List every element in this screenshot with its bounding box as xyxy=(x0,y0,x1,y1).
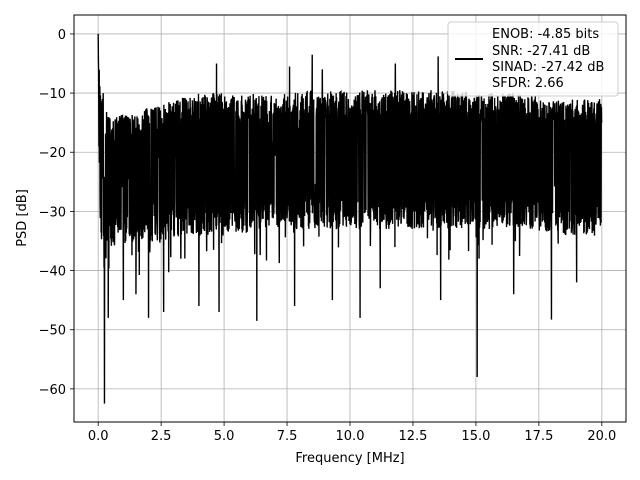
legend: ENOB: -4.85 bits SNR: -27.41 dB SINAD: -… xyxy=(447,21,619,97)
x-tick-label: 5.0 xyxy=(214,429,235,444)
legend-entry-enob: ENOB: -4.85 bits xyxy=(492,27,599,42)
y-axis-label: PSD [dB] xyxy=(15,189,30,247)
y-tick-label: 0 xyxy=(58,28,66,43)
x-tick-label: 2.5 xyxy=(151,429,172,444)
x-axis: 0.0 2.5 5.0 7.5 10.0 12.5 15.0 17.5 20.0 xyxy=(88,422,616,444)
x-axis-label: Frequency [MHz] xyxy=(295,451,404,466)
x-tick-label: 20.0 xyxy=(587,429,616,444)
y-tick-label: −60 xyxy=(39,383,66,398)
x-tick-label: 15.0 xyxy=(461,429,490,444)
x-tick-label: 17.5 xyxy=(524,429,553,444)
x-tick-label: 10.0 xyxy=(336,429,365,444)
y-tick-label: −50 xyxy=(39,324,66,339)
x-tick-label: 0.0 xyxy=(88,429,109,444)
legend-box xyxy=(447,21,619,97)
y-tick-label: −30 xyxy=(39,205,66,220)
psd-series-line xyxy=(97,33,603,404)
legend-entry-sfdr: SFDR: 2.66 xyxy=(492,76,564,91)
legend-entry-snr: SNR: -27.41 dB xyxy=(492,44,590,59)
y-tick-label: −40 xyxy=(39,265,66,280)
x-tick-label: 12.5 xyxy=(398,429,427,444)
x-tick-label: 7.5 xyxy=(277,429,298,444)
y-tick-label: −10 xyxy=(39,87,66,102)
plot-area xyxy=(97,33,603,404)
y-tick-label: −20 xyxy=(39,146,66,161)
y-axis: 0 −10 −20 −30 −40 −50 −60 xyxy=(39,28,74,398)
legend-entry-sinad: SINAD: -27.42 dB xyxy=(492,60,604,75)
